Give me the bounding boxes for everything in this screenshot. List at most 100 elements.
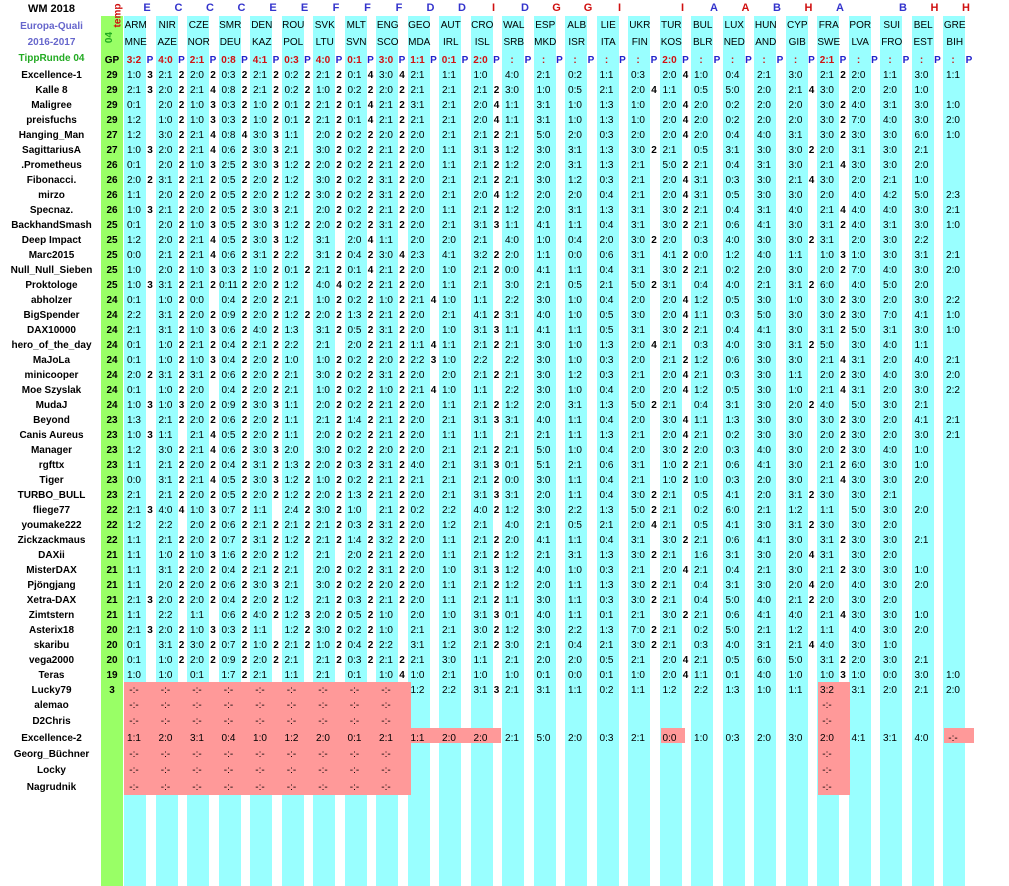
player-name[interactable]: alemao bbox=[34, 700, 69, 711]
tip-score: 2:1 bbox=[127, 625, 141, 636]
player-name[interactable]: Zickzackmaus bbox=[17, 535, 86, 546]
player-name[interactable]: abholzer bbox=[30, 295, 73, 306]
player-name[interactable]: DAXii bbox=[38, 550, 65, 561]
tip-score: 0:4 bbox=[599, 265, 614, 276]
player-name[interactable]: Excellence-2 bbox=[21, 732, 82, 744]
tip-score: 4:0 bbox=[757, 445, 771, 456]
tip-score: 3:0 bbox=[662, 415, 677, 426]
player-name[interactable]: Locky bbox=[37, 765, 66, 777]
tip-points: 2 bbox=[273, 190, 279, 201]
tip-points: 2 bbox=[840, 445, 846, 456]
player-name[interactable]: Canis Aureus bbox=[19, 430, 84, 441]
tip-score: 4:0 bbox=[914, 732, 929, 744]
player-name[interactable]: Tiger bbox=[39, 475, 64, 486]
tip-score: 0:2 bbox=[347, 160, 362, 171]
tip-score: 1:0 bbox=[379, 610, 393, 621]
tip-score: 2:1 bbox=[820, 385, 834, 396]
tip-score: 3:0 bbox=[820, 490, 834, 501]
tip-score: 2:0 bbox=[253, 355, 267, 366]
player-name[interactable]: Fibonacci. bbox=[26, 175, 77, 186]
tip-score: 0:4 bbox=[725, 160, 740, 171]
player-name[interactable]: Deep Impact bbox=[21, 235, 82, 246]
player-name[interactable]: youmake222 bbox=[21, 520, 82, 531]
player-name[interactable]: Nagrudnik bbox=[26, 781, 77, 793]
player-name[interactable]: Hanging_Man bbox=[18, 130, 85, 141]
player-name[interactable]: rgfttx bbox=[38, 460, 65, 471]
tip-score: 2:0 bbox=[379, 85, 393, 96]
player-name[interactable]: Moe Szyslak bbox=[21, 385, 82, 396]
tip-points: 2 bbox=[399, 580, 405, 591]
tip-score: 3:0 bbox=[536, 625, 551, 636]
player-name[interactable]: vega2000 bbox=[28, 655, 75, 666]
tip-score: 1:0 bbox=[127, 280, 141, 291]
player-name[interactable]: hero_of_the_day bbox=[11, 340, 92, 351]
player-name[interactable]: minicooper bbox=[24, 370, 79, 381]
player-name[interactable]: mirzo bbox=[38, 190, 65, 201]
tip-score: 3:0 bbox=[788, 235, 803, 246]
player-name[interactable]: TURBO_BULL bbox=[17, 490, 86, 501]
tip-score: 0:1 bbox=[127, 355, 141, 366]
player-name[interactable]: Lucky79 bbox=[31, 685, 72, 696]
player-name[interactable]: Kalle 8 bbox=[35, 85, 68, 96]
player-name[interactable]: DAX10000 bbox=[27, 325, 76, 336]
tip-score: 1:0 bbox=[190, 505, 204, 516]
player-name[interactable]: BackhandSmash bbox=[11, 220, 92, 231]
player-name[interactable]: Teras bbox=[38, 670, 65, 681]
tip-score: 3:1 bbox=[473, 610, 488, 621]
tip-points: 2 bbox=[367, 535, 374, 546]
tip-score: 1:2 bbox=[284, 475, 299, 486]
player-name[interactable]: Proktologe bbox=[25, 280, 78, 291]
tip-points: 2 bbox=[399, 190, 405, 201]
group-letter: D bbox=[426, 2, 435, 14]
tip-score: 2:1 bbox=[158, 70, 173, 81]
player-gp: 29 bbox=[106, 115, 118, 126]
tip-score: 2:0 bbox=[410, 445, 425, 456]
tip-score: 4:0 bbox=[725, 340, 740, 351]
player-name[interactable]: fliege77 bbox=[32, 505, 71, 516]
player-name[interactable]: Excellence-1 bbox=[21, 70, 82, 81]
player-name[interactable]: skaribu bbox=[33, 640, 70, 651]
tip-points: 2 bbox=[304, 475, 311, 486]
tip-score: 2:2 bbox=[127, 310, 141, 321]
tip-score: 3:1 bbox=[253, 535, 267, 546]
tip-score: 3:0 bbox=[788, 355, 803, 366]
tip-score: 1:0 bbox=[946, 220, 960, 231]
tip-points: 3 bbox=[493, 220, 500, 231]
player-name[interactable]: D2Chris bbox=[32, 716, 71, 728]
tip-score: 0:2 bbox=[568, 70, 582, 81]
tip-score: 4:1 bbox=[757, 610, 771, 621]
player-name[interactable]: BigSpender bbox=[23, 310, 80, 321]
tip-score: 3:0 bbox=[158, 445, 173, 456]
player-name[interactable]: MaJoLa bbox=[32, 355, 71, 366]
tip-score: 0:2 bbox=[694, 505, 708, 516]
tip-score: 1:1 bbox=[442, 145, 456, 156]
tip-points: 2 bbox=[241, 625, 248, 636]
player-name[interactable]: Zimtstern bbox=[28, 610, 75, 621]
player-name[interactable]: preisfuchs bbox=[26, 115, 77, 126]
player-name[interactable]: MudaJ bbox=[35, 400, 68, 411]
player-name[interactable]: Asterix18 bbox=[28, 625, 75, 636]
player-name[interactable]: Beyond bbox=[33, 415, 70, 426]
tip-points: 2 bbox=[273, 595, 279, 606]
tip-score: 2:1 bbox=[127, 595, 141, 606]
player-name[interactable]: Maligree bbox=[31, 100, 72, 111]
tip-score: 2:0 bbox=[410, 400, 425, 411]
player-gp: 25 bbox=[106, 235, 118, 246]
player-name[interactable]: Pjöngjang bbox=[27, 580, 76, 591]
tip-score: 2:1 bbox=[694, 205, 708, 216]
player-name[interactable]: Manager bbox=[30, 445, 73, 456]
tip-score: 3:0 bbox=[883, 475, 897, 486]
player-name[interactable]: Xetra-DAX bbox=[26, 595, 77, 606]
player-name[interactable]: Georg_Büchner bbox=[13, 748, 90, 760]
player-name[interactable]: Marc2015 bbox=[28, 250, 75, 261]
player-name[interactable]: MisterDAX bbox=[26, 565, 77, 576]
tip-score: 3:0 bbox=[757, 430, 771, 441]
tip-score: 0:6 bbox=[221, 370, 236, 381]
player-name[interactable]: Null_Null_Sieben bbox=[10, 265, 93, 276]
player-name[interactable]: .Prometheus bbox=[21, 160, 82, 171]
tip-score: 2:1 bbox=[442, 175, 456, 186]
player-name[interactable]: SagittariusA bbox=[22, 145, 81, 156]
player-name[interactable]: Specnaz. bbox=[29, 205, 74, 216]
away-team-label: GIB bbox=[788, 37, 806, 48]
tip-points: 2 bbox=[241, 565, 248, 576]
